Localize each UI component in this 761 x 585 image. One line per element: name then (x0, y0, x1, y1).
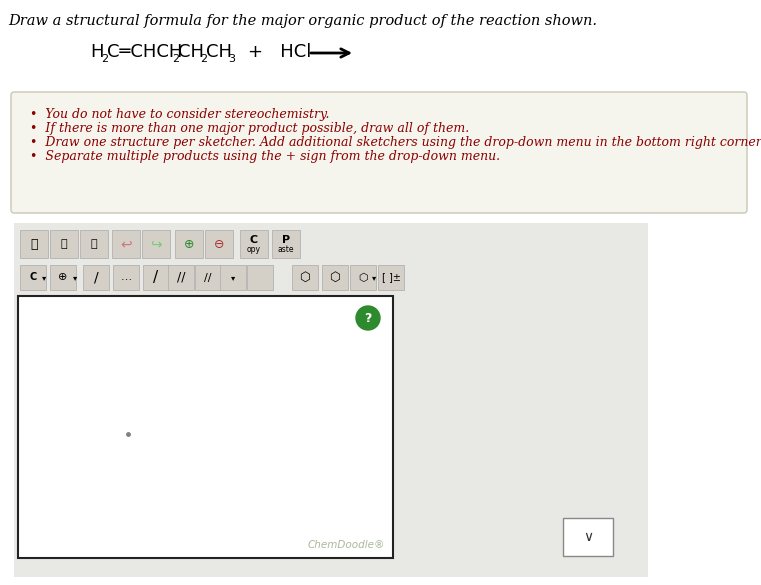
Bar (112, 230, 140, 258)
Bar (80, 230, 108, 258)
Bar (563, 518, 613, 556)
Circle shape (356, 306, 380, 330)
Bar (195, 265, 221, 290)
Text: 2: 2 (172, 54, 179, 64)
Text: ChemDoodle®: ChemDoodle® (307, 540, 385, 550)
Text: 🖊: 🖊 (91, 239, 97, 249)
Text: C: C (30, 273, 37, 283)
Bar (50, 230, 78, 258)
Text: //: // (177, 271, 185, 284)
Text: •  Draw one structure per sketcher. Add additional sketchers using the drop-down: • Draw one structure per sketcher. Add a… (30, 136, 761, 149)
Text: opy: opy (247, 245, 261, 253)
Text: 2: 2 (200, 54, 207, 64)
Text: CH: CH (206, 43, 232, 61)
Text: 2: 2 (101, 54, 108, 64)
Bar (142, 230, 170, 258)
Bar (378, 265, 404, 290)
Bar (292, 265, 318, 290)
Bar (20, 265, 46, 290)
Text: •  If there is more than one major product possible, draw all of them.: • If there is more than one major produc… (30, 122, 470, 135)
Text: /: / (94, 270, 98, 284)
Text: ✋: ✋ (30, 238, 38, 250)
Text: ▾: ▾ (372, 273, 376, 282)
Text: ∨: ∨ (583, 530, 593, 544)
Bar (83, 265, 109, 290)
Text: 3: 3 (228, 54, 235, 64)
Text: ⊕: ⊕ (59, 273, 68, 283)
Bar (220, 265, 246, 290)
Text: ▾: ▾ (231, 273, 235, 282)
Text: [ ]±: [ ]± (381, 273, 400, 283)
Text: …: … (120, 273, 132, 283)
Bar (272, 230, 300, 258)
Text: ⊖: ⊖ (214, 238, 224, 250)
Text: C═CHCH: C═CHCH (107, 43, 183, 61)
Text: +   HCl: + HCl (248, 43, 311, 61)
Text: /: / (154, 270, 158, 285)
Text: ▾: ▾ (73, 273, 77, 282)
Bar (50, 265, 76, 290)
Text: H: H (90, 43, 103, 61)
Bar (113, 265, 139, 290)
Text: ⬡: ⬡ (330, 271, 340, 284)
FancyBboxPatch shape (11, 92, 747, 213)
Bar (168, 265, 194, 290)
Text: 🧴: 🧴 (61, 239, 67, 249)
Bar (18, 296, 393, 558)
Text: ?: ? (365, 311, 371, 325)
Bar (350, 265, 376, 290)
Text: aste: aste (278, 245, 295, 253)
Text: •  You do not have to consider stereochemistry.: • You do not have to consider stereochem… (30, 108, 330, 121)
Text: •  Separate multiple products using the + sign from the drop-down menu.: • Separate multiple products using the +… (30, 150, 500, 163)
Text: ⬡: ⬡ (300, 271, 310, 284)
Bar (247, 265, 273, 290)
Bar (322, 265, 348, 290)
Text: ↩: ↩ (120, 237, 132, 251)
Text: P: P (282, 235, 290, 245)
Bar (20, 230, 48, 258)
Bar (205, 230, 233, 258)
Text: CH: CH (178, 43, 204, 61)
Text: C: C (250, 235, 258, 245)
Text: ↪: ↪ (150, 237, 162, 251)
Bar (14, 223, 648, 577)
Text: ⬡: ⬡ (358, 273, 368, 283)
Text: //: // (204, 273, 212, 283)
Text: ⊕: ⊕ (183, 238, 194, 250)
Bar (175, 230, 203, 258)
Bar (240, 230, 268, 258)
Text: ▾: ▾ (42, 273, 46, 282)
Bar (143, 265, 169, 290)
Text: Draw a structural formula for the major organic product of the reaction shown.: Draw a structural formula for the major … (8, 14, 597, 28)
